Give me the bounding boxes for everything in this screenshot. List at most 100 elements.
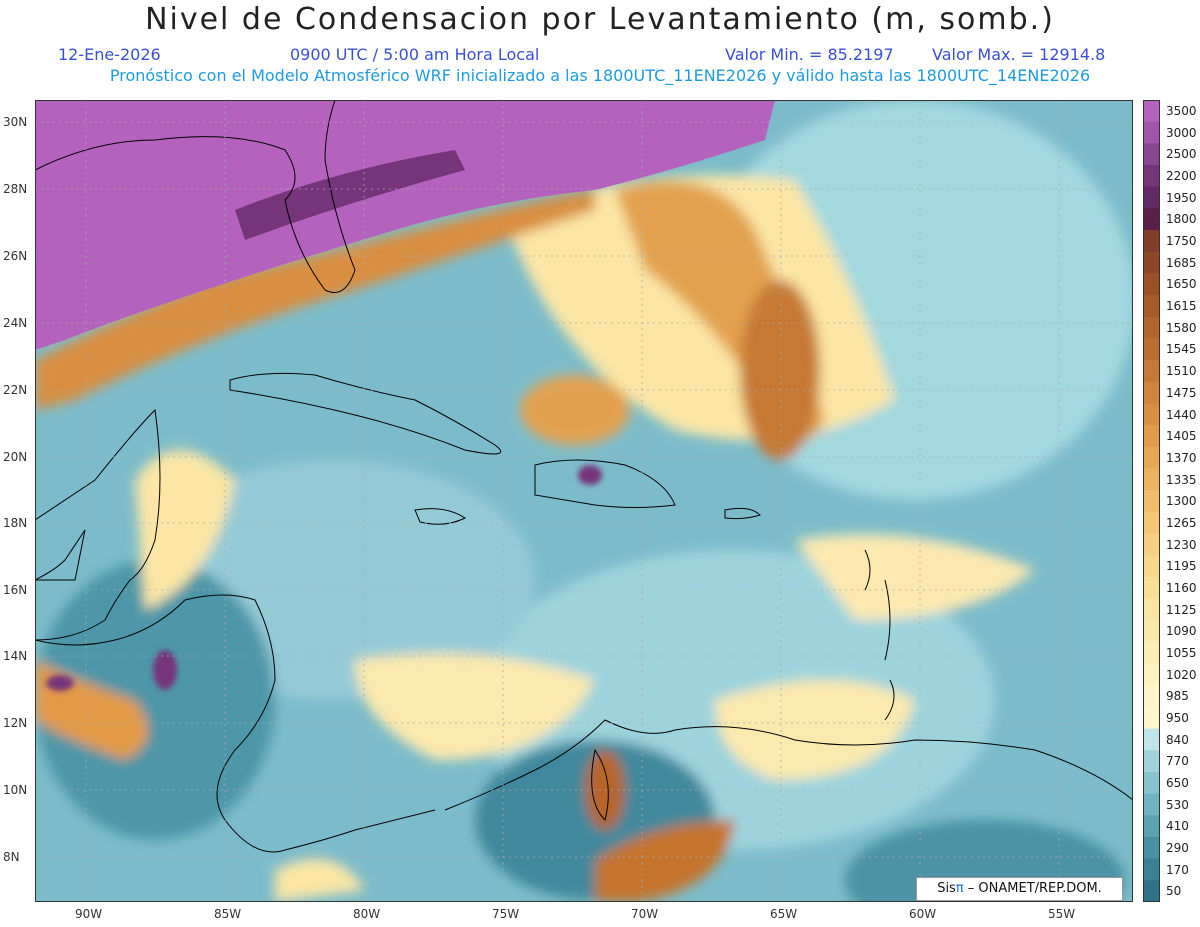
legend-level-label: 1800: [1166, 212, 1197, 227]
legend-swatch: [1143, 230, 1160, 253]
legend-level-label: 1685: [1166, 255, 1197, 270]
legend-level-label: 1650: [1166, 277, 1197, 292]
lat-label: 8N: [3, 850, 20, 864]
lon-label: 80W: [353, 907, 381, 921]
legend-level-label: 1195: [1166, 559, 1197, 574]
max-value: Valor Max. = 12914.8: [932, 45, 1106, 64]
legend-level-label: 950: [1166, 710, 1189, 725]
legend-level-label: 530: [1166, 797, 1189, 812]
legend-level-label: 770: [1166, 754, 1189, 769]
lon-label: 75W: [492, 907, 520, 921]
legend-level-label: 1370: [1166, 450, 1197, 465]
legend-level-label: 1510: [1166, 364, 1197, 379]
legend-swatch: [1143, 576, 1160, 600]
forecast-date: 12-Ene-2026: [58, 45, 161, 64]
purple-high-region: [35, 100, 775, 350]
credit-pi: π: [955, 881, 964, 896]
lat-label: 14N: [3, 649, 28, 663]
lat-label: 12N: [3, 716, 28, 730]
credit-box: Sisπ – ONAMET/REP.DOM.: [916, 877, 1123, 901]
legend-level-label: 1475: [1166, 385, 1197, 400]
legend-level-label: 1750: [1166, 234, 1197, 249]
legend-swatch: [1143, 100, 1160, 123]
legend-swatch: [1143, 511, 1160, 535]
legend-swatch: [1143, 490, 1160, 513]
lat-label: 20N: [3, 450, 28, 464]
legend-swatch: [1143, 468, 1160, 491]
legend-swatch: [1143, 338, 1160, 361]
map-frame: [35, 100, 1133, 902]
legend-level-label: 985: [1166, 689, 1189, 704]
legend-swatch: [1143, 165, 1160, 188]
lon-label: 65W: [770, 907, 798, 921]
legend-swatch: [1143, 533, 1160, 556]
legend-level-label: 3000: [1166, 125, 1197, 140]
color-legend: [1143, 100, 1160, 902]
legend-swatch: [1143, 381, 1160, 404]
credit-prefix: Sis: [937, 881, 956, 896]
legend-swatch: [1143, 793, 1160, 816]
legend-swatch: [1143, 728, 1160, 751]
legend-level-label: 1230: [1166, 537, 1197, 552]
lat-label: 22N: [3, 383, 28, 397]
legend-swatch: [1143, 880, 1160, 902]
legend-level-label: 1335: [1166, 472, 1197, 487]
legend-level-label: 1055: [1166, 645, 1197, 660]
legend-swatch: [1143, 685, 1160, 708]
legend-swatch: [1143, 425, 1160, 448]
lat-label: 30N: [3, 115, 28, 129]
lat-label: 28N: [3, 182, 28, 196]
lat-label: 18N: [3, 516, 28, 530]
legend-level-label: 1615: [1166, 299, 1197, 314]
lat-label: 26N: [3, 249, 28, 263]
legend-swatch: [1143, 316, 1160, 339]
legend-level-label: 1300: [1166, 494, 1197, 509]
legend-swatch: [1143, 858, 1160, 881]
credit-suffix: – ONAMET/REP.DOM.: [963, 881, 1102, 896]
legend-swatch: [1143, 121, 1160, 144]
lon-label: 70W: [631, 907, 659, 921]
legend-level-label: 840: [1166, 732, 1189, 747]
coastlines: [35, 100, 1133, 853]
lat-label: 16N: [3, 583, 28, 597]
min-value: Valor Min. = 85.2197: [725, 45, 894, 64]
legend-level-label: 2500: [1166, 147, 1197, 162]
legend-level-label: 1950: [1166, 190, 1197, 205]
lcl-shading: [35, 100, 1133, 902]
legend-swatch: [1143, 446, 1160, 469]
chart-title: Nivel de Condensacion por Levantamiento …: [145, 2, 1055, 37]
legend-swatch: [1143, 186, 1160, 209]
legend-swatch: [1143, 208, 1160, 231]
legend-level-label: 1160: [1166, 580, 1197, 595]
legend-level-label: 1020: [1166, 667, 1197, 682]
legend-swatch: [1143, 620, 1160, 643]
lat-label: 10N: [3, 783, 28, 797]
legend-swatch: [1143, 360, 1160, 383]
legend-swatch: [1143, 836, 1160, 860]
legend-level-label: 1405: [1166, 429, 1197, 444]
legend-swatch: [1143, 598, 1160, 621]
legend-swatch: [1143, 641, 1160, 665]
legend-level-label: 290: [1166, 841, 1189, 855]
forecast-time: 0900 UTC / 5:00 am Hora Local: [290, 45, 540, 64]
lon-label: 90W: [75, 907, 103, 921]
legend-swatch: [1143, 555, 1160, 578]
legend-swatch: [1143, 706, 1160, 730]
lon-label: 85W: [214, 907, 242, 921]
lat-label: 24N: [3, 316, 28, 330]
legend-swatch: [1143, 273, 1160, 296]
legend-swatch: [1143, 771, 1160, 795]
forecast-description: Pronóstico con el Modelo Atmosférico WRF…: [109, 66, 1091, 85]
lcl-map: [35, 100, 1133, 902]
legend-swatch: [1143, 403, 1160, 426]
legend-level-label: 170: [1166, 862, 1189, 877]
legend-level-label: 1580: [1166, 320, 1197, 335]
legend-level-label: 1265: [1166, 515, 1197, 530]
legend-swatch: [1143, 815, 1160, 838]
legend-level-label: 1545: [1166, 342, 1197, 357]
legend-swatch: [1143, 663, 1160, 686]
lon-label: 55W: [1048, 907, 1076, 921]
legend-level-label: 1125: [1166, 602, 1197, 617]
legend-frame: [1143, 100, 1160, 902]
gridlines: [35, 100, 1133, 902]
